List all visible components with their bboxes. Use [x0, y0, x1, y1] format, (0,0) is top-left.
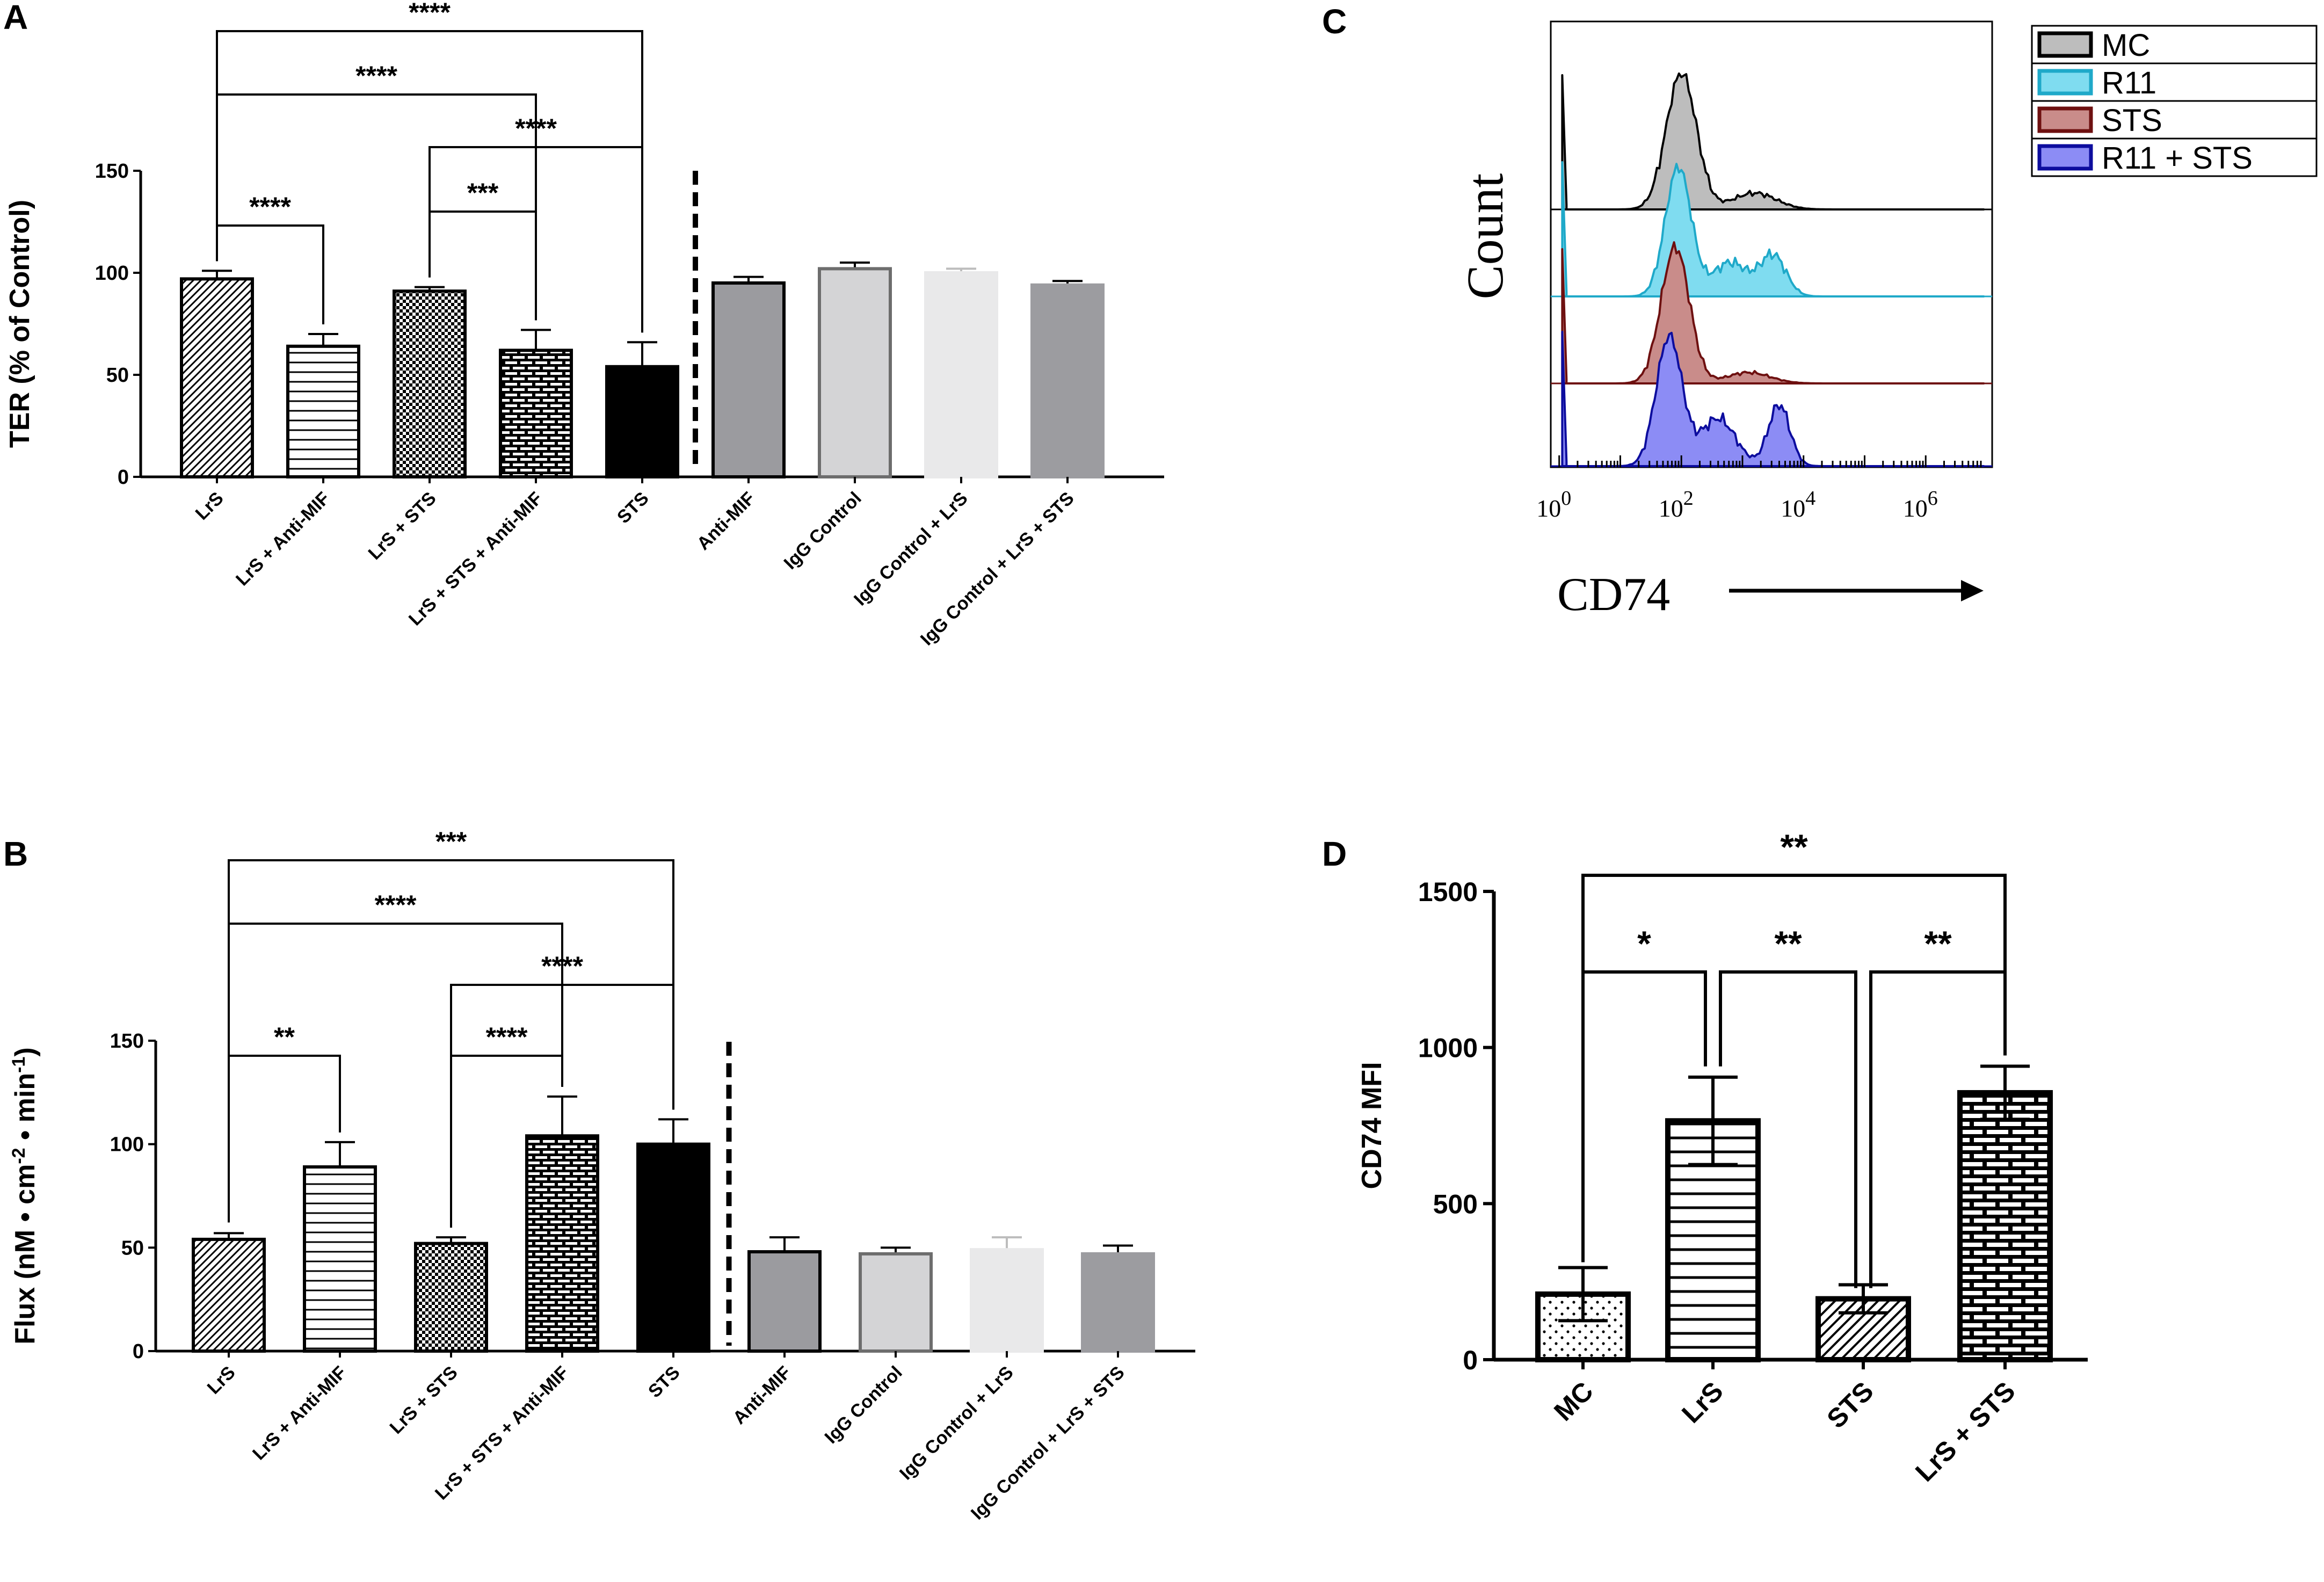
significance-bracket	[228, 859, 674, 1223]
bar-igg-control-lrs-sts	[1030, 283, 1105, 478]
x-tick-label: 104	[1781, 487, 1815, 522]
x-tick-label: IgG Control	[780, 488, 866, 574]
legend-swatch	[2037, 106, 2093, 133]
bar-lrs-sts	[414, 1242, 488, 1353]
significance-label: ***	[467, 178, 499, 208]
x-tick-label: LrS + Anti-MIF	[249, 1362, 351, 1464]
panel-letter-c: C	[1322, 2, 1347, 41]
x-tick-label: IgG Control + LrS	[850, 488, 972, 610]
bar-lrs-anti-mif	[303, 1165, 377, 1353]
bar-lrs-sts	[1957, 1090, 2053, 1362]
y-axis-label: Count	[1456, 173, 1514, 299]
significance-label: ****	[249, 192, 291, 222]
y-tick-label: 0	[133, 1340, 144, 1363]
x-tick-label: Anti-MIF	[693, 488, 759, 554]
bar-igg-control	[859, 1252, 933, 1353]
significance-label: **	[1774, 924, 1802, 963]
y-tick-label: 100	[110, 1134, 144, 1156]
plot-frame	[1550, 20, 1993, 468]
significance-label: ****	[375, 890, 417, 920]
legend-swatch	[2037, 69, 2093, 96]
chart-b: 0 50 100 150 Flux (nM • cm-2 • min-1) LrS LrS …	[9, 826, 1195, 1523]
x-tick-label: LrS	[192, 488, 228, 524]
y-axis-label: TER (% of Control)	[4, 200, 35, 448]
bar-sts	[605, 365, 679, 478]
x-tick-label: LrS + STS	[1909, 1376, 2021, 1487]
y-tick-label: 1000	[1418, 1033, 1478, 1063]
significance-label: *	[1637, 924, 1651, 963]
y-tick-label: 1500	[1418, 877, 1478, 907]
x-tick-label: LrS + STS	[386, 1362, 462, 1438]
x-tick-label: LrS + Anti-MIF	[232, 488, 334, 590]
chart-a: 0 50 100 150 TER (% of Control) LrS LrS + Anti…	[4, 0, 1164, 649]
y-tick-label: 50	[106, 364, 129, 387]
significance-bracket	[216, 30, 643, 333]
bar-sts	[636, 1142, 710, 1353]
legend-label: R11 + STS	[2102, 141, 2253, 176]
bar-lrs	[192, 1237, 266, 1353]
legend-label: STS	[2102, 103, 2162, 138]
bar-lrs	[180, 277, 254, 479]
bar-anti-mif	[747, 1250, 822, 1353]
bar-igg-control-lrs	[970, 1248, 1044, 1353]
x-axis-arrow-head	[1961, 580, 1984, 601]
x-tick-label: 100	[1536, 487, 1571, 522]
panel-letter-a: A	[3, 0, 28, 37]
x-tick-label: STS	[613, 488, 653, 528]
bar-igg-control-lrs-sts	[1081, 1252, 1155, 1353]
bar-lrs-sts	[393, 289, 467, 478]
legend-swatch	[2037, 144, 2093, 171]
y-tick-label: 0	[118, 466, 129, 489]
y-tick-label: 0	[1463, 1345, 1478, 1375]
x-tick-label: LrS	[204, 1362, 239, 1398]
legend-label: R11	[2102, 66, 2156, 100]
significance-label: **	[1780, 827, 1808, 867]
x-tick-label: STS	[644, 1362, 684, 1402]
panel-letter-b: B	[3, 834, 28, 873]
bar-lrs-sts-anti-mif	[499, 349, 573, 479]
bar-lrs-sts-anti-mif	[525, 1134, 599, 1353]
y-tick-label: 100	[95, 262, 129, 285]
x-tick-label: 106	[1903, 487, 1938, 522]
significance-bracket	[1581, 874, 2007, 1262]
y-tick-label: 150	[95, 160, 129, 183]
x-tick-label: STS	[1821, 1376, 1879, 1434]
y-axis-label: CD74 MFI	[1356, 1062, 1388, 1189]
y-tick-label: 500	[1433, 1189, 1478, 1219]
x-tick-label: 102	[1659, 487, 1694, 522]
x-axis-label: CD74	[1557, 569, 1670, 621]
bar-lrs-anti-mif	[286, 344, 360, 478]
significance-label: **	[1924, 924, 1952, 963]
x-tick-label: IgG Control + LrS	[896, 1362, 1018, 1484]
bar-igg-control	[818, 267, 892, 478]
y-axis-label: Flux (nM • cm-2 • min-1)	[9, 1047, 41, 1344]
bar-igg-control-lrs	[924, 271, 998, 478]
panel-letter-d: D	[1322, 834, 1347, 873]
legend-swatch	[2037, 31, 2093, 58]
significance-label: ****	[486, 1022, 528, 1052]
x-tick-label: Anti-MIF	[729, 1362, 795, 1428]
y-tick-label: 150	[110, 1030, 144, 1053]
legend-label: MC	[2102, 28, 2150, 63]
x-tick-label: LrS + STS	[365, 488, 440, 564]
bar-anti-mif	[711, 281, 786, 478]
significance-label: ****	[409, 0, 451, 27]
significance-bracket	[1719, 970, 1857, 1288]
significance-label: ***	[435, 826, 467, 857]
x-tick-label: MC	[1548, 1376, 1599, 1427]
x-tick-label: LrS	[1676, 1376, 1729, 1429]
significance-bracket	[228, 923, 563, 1223]
significance-label: **	[274, 1022, 295, 1052]
y-tick-label: 50	[121, 1237, 144, 1259]
significance-label: ****	[355, 61, 397, 91]
x-tick-label: IgG Control	[821, 1362, 906, 1448]
